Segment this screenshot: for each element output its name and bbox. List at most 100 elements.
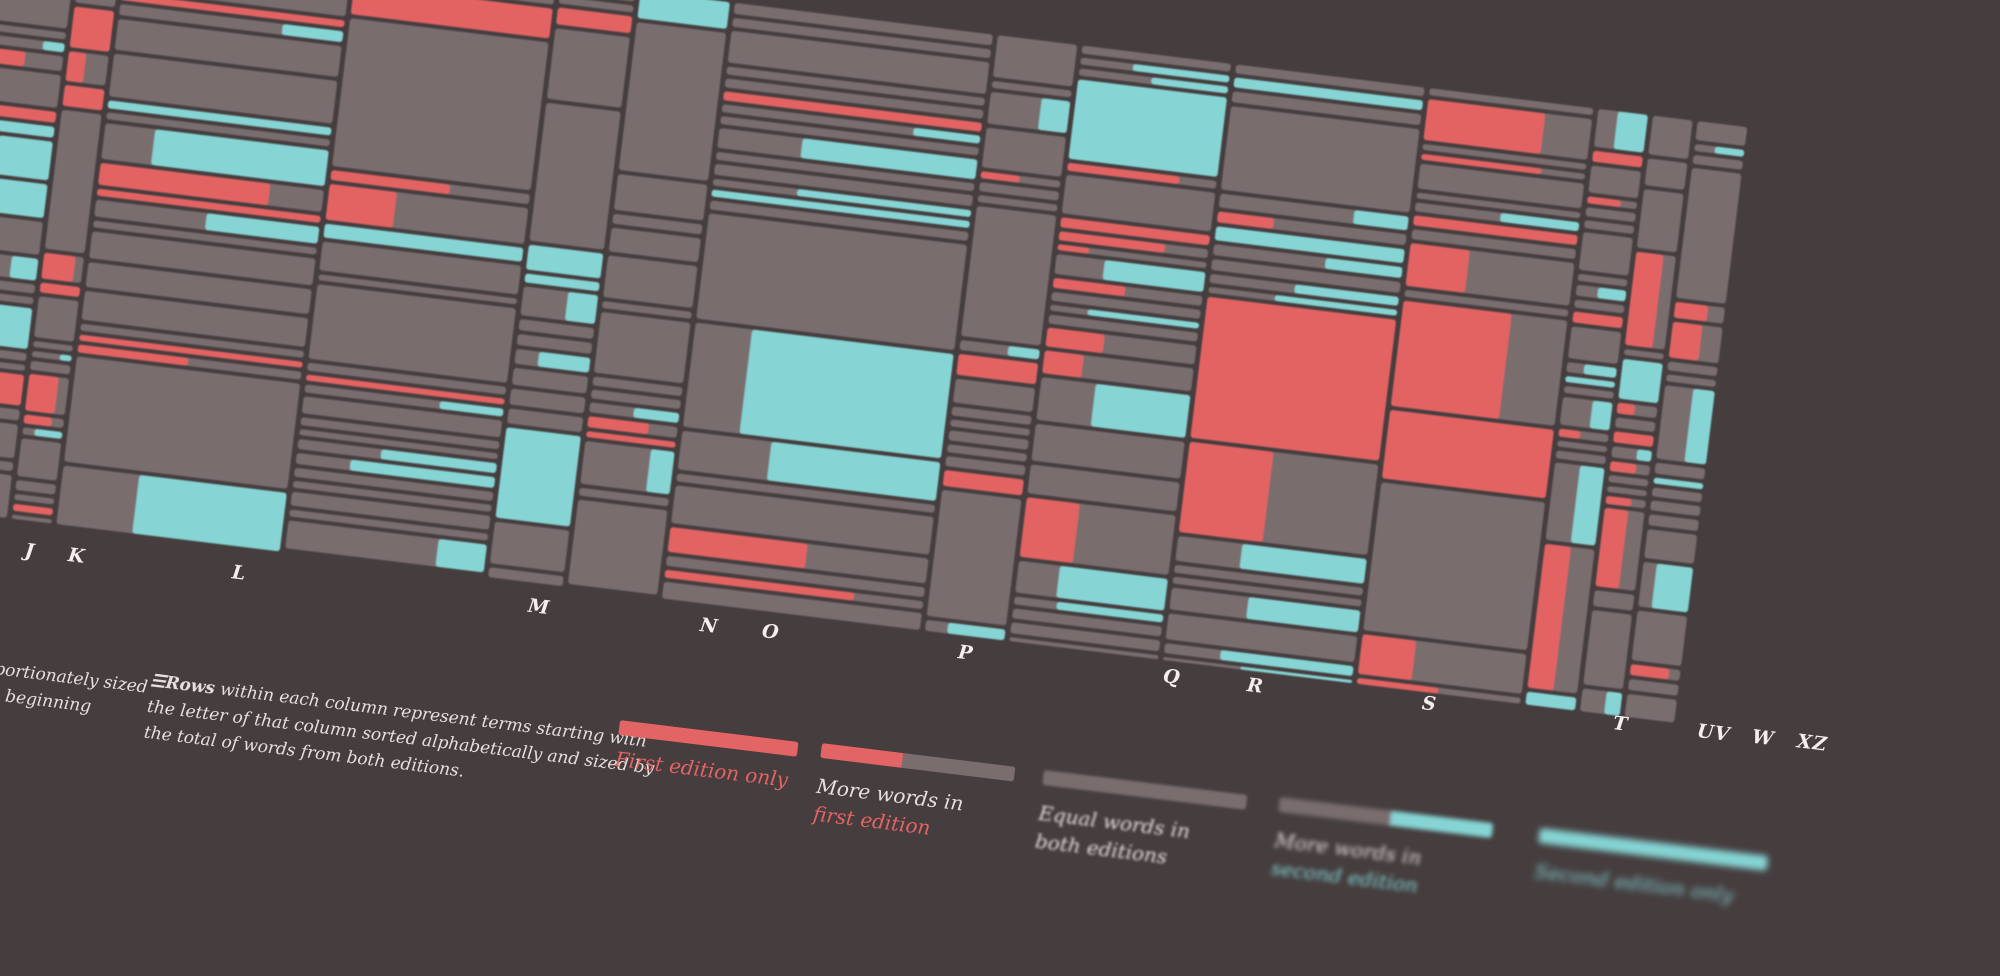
treemap-cell [106,112,330,147]
first-edition-bar [13,504,53,516]
first-edition-bar [65,51,87,83]
treemap-cell [289,509,489,541]
second-edition-bar [1324,258,1403,278]
column-label-k: K [66,544,87,568]
first-edition-bar [980,171,1020,183]
second-edition-bar [633,407,680,423]
treemap-cell [1172,576,1362,607]
treemap-cell [1363,482,1545,650]
first-edition-bar [1423,99,1546,154]
first-edition-bar [1060,217,1210,246]
second-edition-bar [495,427,581,527]
first-edition-bar [1669,321,1703,361]
first-edition-bar [1042,350,1084,378]
second-edition-bar [0,178,48,218]
treemap-cell [75,0,116,7]
second-edition-bar [107,100,332,136]
treemap-cell [993,35,1078,87]
second-edition-bar [1651,563,1693,613]
treemap-cell [1583,610,1632,689]
treemap-cell [1012,608,1162,637]
treemap-cell [45,109,102,254]
first-edition-bar [1405,243,1470,293]
treemap-cell [1648,514,1699,531]
column-label-m: M [526,594,552,620]
treemap-cell [93,220,317,255]
second-edition-bar [1294,284,1399,306]
treemap-cell [1429,88,1594,115]
second-edition-bar [1056,566,1168,611]
treemap-cell [0,65,61,108]
second-edition-bar [1068,79,1227,177]
second-edition-bar [59,354,72,362]
treemap-cell [614,174,708,221]
second-edition-bar [1565,376,1615,388]
second-edition-bar [1091,384,1191,438]
treemap-cell [1628,679,1679,696]
treemap-cell [948,430,1029,450]
treemap-cell [1048,314,1198,342]
treemap-cell [1650,500,1701,516]
treemap-cell [122,0,349,17]
first-edition-bar [1605,496,1632,507]
treemap-cell [979,182,1059,201]
second-edition-bar [524,273,600,292]
treemap-cell [612,213,703,235]
second-edition-bar [0,117,55,138]
treemap-cell [602,301,692,319]
treemap-cell [299,429,498,459]
treemap-cell [318,274,517,305]
treemap-cell [1165,613,1358,662]
first-edition-bar [664,569,855,601]
treemap-cell [1584,220,1635,234]
treemap-cell [1027,464,1180,512]
treemap-cell [89,231,316,286]
second-edition-bar [1618,359,1663,404]
treemap-cell [34,296,79,342]
first-edition-bar [1630,664,1670,680]
second-edition-bar [439,401,504,417]
treemap-cell [0,355,26,371]
treemap-cell [1417,163,1584,209]
treemap-cell [947,444,1027,462]
treemap-cell [80,323,304,358]
treemap-cell [290,491,491,530]
first-edition-bar [0,365,24,406]
treemap-cell [1588,165,1641,199]
treemap-cell [1579,232,1633,276]
first-edition-bar [1609,461,1637,474]
second-edition-bar [380,449,497,473]
second-edition-bar [1274,295,1398,316]
treemap-cell [1422,144,1587,170]
second-edition-bar [913,127,981,144]
treemap-cell [114,19,342,77]
rows-title: Rows [164,672,217,699]
treemap-cell [512,367,588,394]
treemap-cell [14,494,55,505]
second-edition-bar [0,299,33,349]
treemap-cell [1231,91,1422,125]
second-edition-bar [0,135,53,181]
second-edition-bar [435,539,487,573]
first-edition-bar [25,374,59,414]
treemap-cell [516,334,593,354]
column-label-t: T [1611,712,1630,736]
first-edition-bar [1572,311,1623,329]
treemap-cell [0,415,18,459]
first-edition-bar [79,334,303,368]
treemap-cell [982,127,1066,177]
second-edition-bar [1353,210,1409,231]
treemap-cell [977,195,1058,212]
treemap-cell [0,212,43,255]
first-edition-bar [556,7,633,34]
treemap-cell [0,288,34,305]
second-edition-bar [1714,146,1745,157]
treemap-cell [1404,290,1569,317]
treemap-cell [1651,487,1703,503]
treemap-cell [30,361,71,375]
treemap-cell [1010,622,1161,652]
treemap-cell [1615,417,1656,432]
treemap-cell [81,291,308,347]
treemap-cell [1593,590,1635,611]
treemap-cell [1624,694,1677,723]
